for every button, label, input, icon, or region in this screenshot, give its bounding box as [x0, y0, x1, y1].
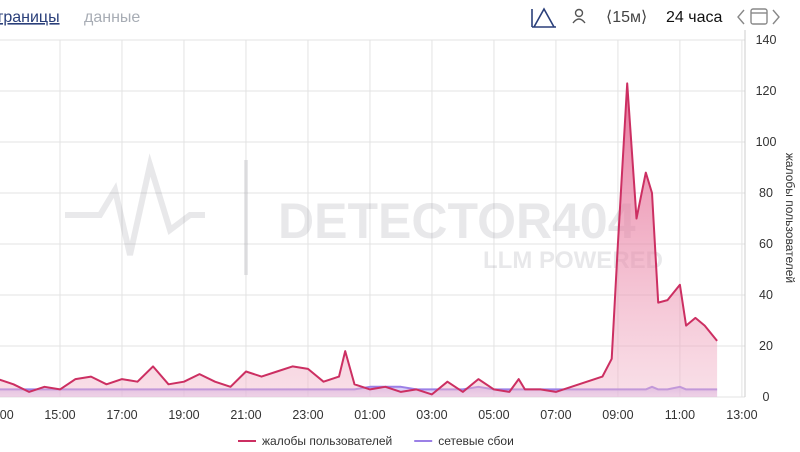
x-tick-label: 23:00	[292, 408, 323, 422]
x-tick-label: 15:00	[44, 408, 75, 422]
x-tick-label: 13:00	[0, 408, 14, 422]
x-tick-label: 21:00	[230, 408, 261, 422]
x-tick-label: 01:00	[354, 408, 385, 422]
chart-type-icon[interactable]	[531, 7, 556, 28]
legend-label: сетевые сбои	[438, 434, 514, 448]
y-tick-label: 0	[763, 390, 770, 404]
x-tick-label: 09:00	[602, 408, 633, 422]
user-icon[interactable]	[572, 8, 586, 24]
x-tick-label: 03:00	[416, 408, 447, 422]
y-tick-label: 20	[759, 339, 773, 353]
y-tick-label: 120	[756, 84, 777, 98]
line	[0, 82, 718, 396]
date-nav[interactable]	[737, 8, 780, 25]
watermark-title: DETECTOR404	[278, 193, 636, 249]
interval[interactable]: ⟨15м⟩	[606, 9, 647, 26]
x-tick-label: 13:00	[726, 408, 757, 422]
x-tick-label: 17:00	[106, 408, 137, 422]
x-tick-label: 11:00	[665, 408, 695, 422]
watermark: DETECTOR404 LLM POWERED	[65, 153, 663, 275]
area	[0, 83, 718, 397]
y-axis-label: жалобы пользователей	[783, 153, 797, 283]
y-tick-label: 140	[756, 33, 777, 47]
legend-label: жалобы пользователей	[262, 434, 392, 448]
x-tick-label: 05:00	[478, 408, 509, 422]
tab[interactable]: данные	[84, 9, 140, 26]
x-tick-label: 07:00	[540, 408, 571, 422]
y-tick-label: 80	[759, 186, 773, 200]
x-tick-label: 19:00	[168, 408, 199, 422]
y-tick-label: 100	[756, 135, 777, 149]
y-tick-label: 60	[759, 237, 773, 251]
tab[interactable]: траницы	[0, 9, 60, 26]
range[interactable]: 24 часа	[666, 9, 722, 26]
y-tick-label: 40	[759, 288, 773, 302]
